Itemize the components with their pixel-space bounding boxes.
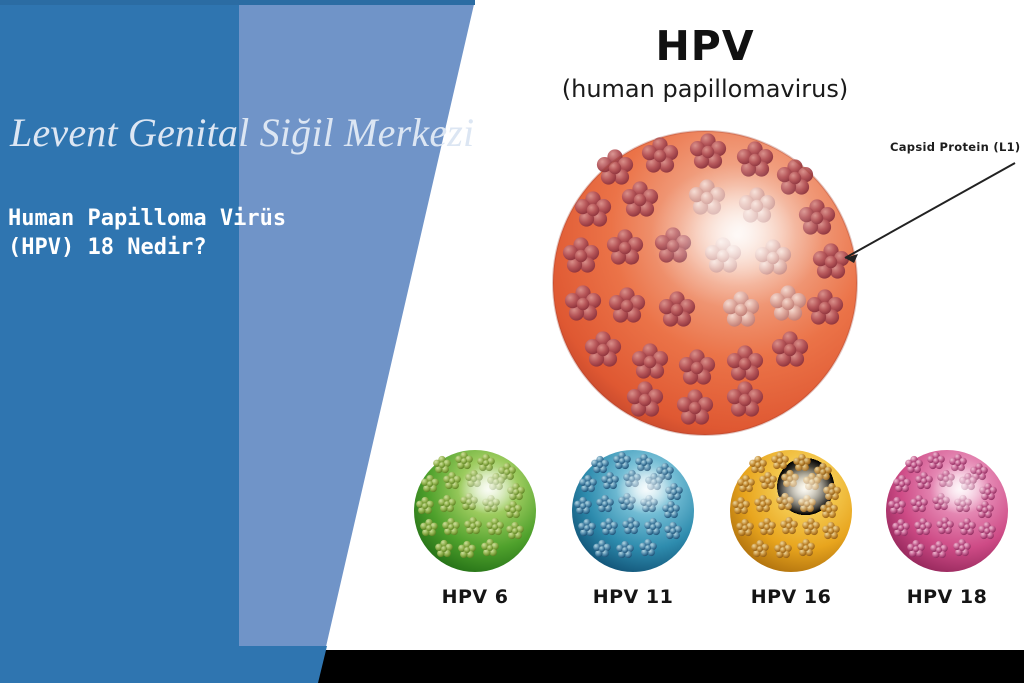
hpv-type-item: HPV 18 bbox=[872, 448, 1022, 653]
branding-banner: Levent Genital Siğil Merkezi Human Papil… bbox=[0, 0, 475, 651]
banner-text-block: Levent Genital Siğil Merkezi Human Papil… bbox=[8, 110, 475, 261]
hpv-16-capsid-illustration bbox=[728, 448, 854, 574]
page-headline: Human Papilloma Virüs (HPV) 18 Nedir? bbox=[8, 206, 287, 261]
hpv-type-label: HPV 6 bbox=[441, 586, 509, 608]
bottom-blue-wedge bbox=[0, 646, 500, 683]
hpv-type-item: HPV 6 bbox=[400, 448, 550, 653]
hpv-18-capsid-illustration bbox=[884, 448, 1010, 574]
hpv-type-row: HPV 6 bbox=[330, 448, 1024, 653]
hpv-type-label: HPV 18 bbox=[906, 586, 988, 608]
hpv-6-capsid-illustration bbox=[412, 448, 538, 574]
hpv-main-capsid-illustration bbox=[545, 128, 865, 438]
hpv-type-item: HPV 16 bbox=[716, 448, 866, 653]
hpv-type-label: HPV 16 bbox=[750, 586, 832, 608]
hpv-title: HPV bbox=[655, 22, 755, 70]
site-brand-title: Levent Genital Siğil Merkezi bbox=[10, 110, 475, 155]
capsid-protein-label: Capsid Protein (L1) bbox=[890, 140, 1021, 154]
hpv-type-label: HPV 11 bbox=[592, 586, 674, 608]
hpv-11-capsid-illustration bbox=[570, 448, 696, 574]
banner-shape bbox=[0, 0, 475, 651]
top-accent-strip bbox=[0, 0, 475, 5]
hpv-diagram: HPV (human papillomavirus) bbox=[330, 0, 1024, 652]
hpv-type-item: HPV 11 bbox=[558, 448, 708, 653]
hpv-subtitle: (human papillomavirus) bbox=[561, 75, 849, 103]
